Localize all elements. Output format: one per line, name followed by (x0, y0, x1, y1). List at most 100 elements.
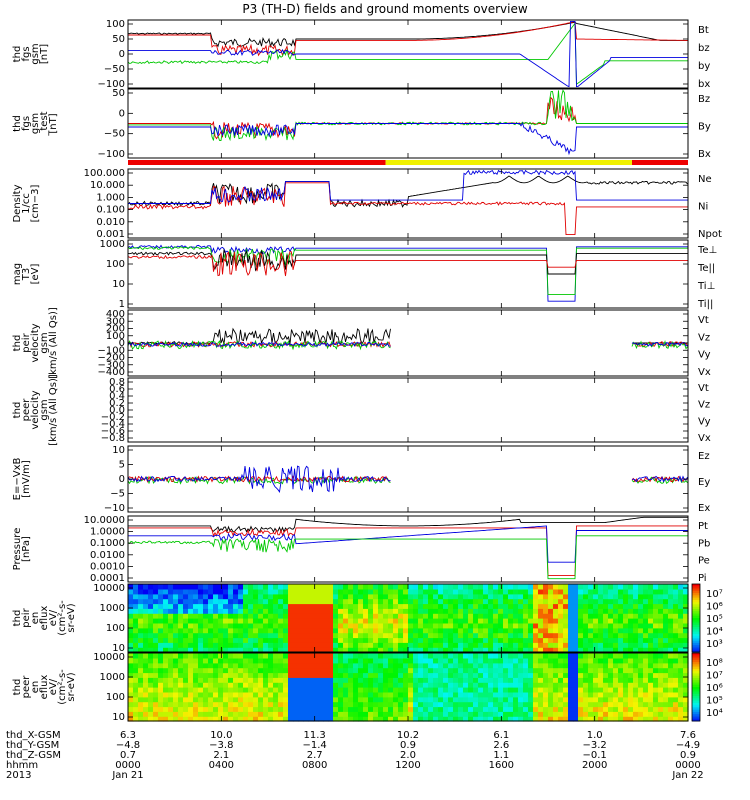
spec-cell (218, 672, 224, 678)
spec-cell (288, 632, 294, 639)
spec-cell (638, 706, 644, 712)
spec-cell (543, 632, 549, 639)
spec-cell (203, 701, 209, 708)
spec-cell (378, 622, 384, 629)
spec-cell (228, 613, 234, 619)
spec-cell (353, 613, 359, 619)
spec-cell (233, 622, 239, 629)
spec-cell (388, 598, 394, 605)
spec-cell (428, 613, 434, 619)
spec-cell (288, 637, 294, 643)
spec-cell (528, 716, 534, 722)
spec-cell (463, 603, 469, 609)
spec-cell (458, 618, 464, 624)
spec-cell (633, 696, 639, 703)
legend-label: Vx (698, 367, 711, 378)
spec-cell (603, 598, 609, 605)
spec-cell (393, 618, 399, 624)
spec-cell (128, 657, 134, 664)
y-axis-label: gsm (39, 332, 50, 353)
spec-cell (233, 593, 239, 600)
spec-cell (203, 716, 209, 722)
spec-cell (643, 593, 649, 600)
colorbar-cell (692, 586, 700, 590)
spec-cell (238, 701, 244, 708)
spec-cell (553, 672, 559, 678)
spec-cell (608, 593, 614, 600)
spec-cell (438, 691, 444, 698)
spec-cell (623, 711, 629, 717)
spec-cell (358, 653, 364, 659)
spec-cell (478, 667, 484, 674)
spec-cell (323, 687, 329, 693)
spec-cell (543, 627, 549, 634)
spec-cell (188, 682, 194, 688)
spec-cell (598, 622, 604, 629)
spec-cell (538, 667, 544, 674)
spec-cell (428, 593, 434, 600)
spec-cell (313, 711, 319, 717)
spec-cell (478, 682, 484, 688)
spec-cell (363, 608, 369, 614)
spec-cell (558, 613, 564, 619)
spec-cell (538, 682, 544, 688)
spec-cell (673, 598, 679, 605)
spec-cell (423, 647, 429, 653)
spec-cell (303, 608, 309, 614)
spec-cell (428, 662, 434, 669)
spec-cell (428, 622, 434, 629)
spec-cell (473, 653, 479, 659)
spec-cell (378, 682, 384, 688)
spec-cell (333, 696, 339, 703)
spec-cell (428, 716, 434, 722)
spec-cell (453, 627, 459, 634)
spec-cell (328, 672, 334, 678)
spec-cell (233, 706, 239, 712)
spec-cell (508, 711, 514, 717)
spec-cell (228, 618, 234, 624)
spec-cell (193, 627, 199, 634)
spec-cell (273, 618, 279, 624)
spec-cell (323, 613, 329, 619)
spec-cell (303, 647, 309, 653)
spec-cell (533, 672, 539, 678)
spec-cell (648, 657, 654, 664)
spec-cell (513, 672, 519, 678)
spec-cell (668, 677, 674, 683)
spec-cell (668, 687, 674, 693)
spec-cell (433, 706, 439, 712)
spec-cell (378, 653, 384, 659)
spec-cell (428, 657, 434, 664)
spec-cell (293, 657, 299, 664)
spec-cell (523, 716, 529, 722)
spec-cell (433, 632, 439, 639)
spec-cell (128, 667, 134, 674)
spec-cell (238, 677, 244, 683)
spec-cell (213, 584, 219, 590)
spec-cell (313, 691, 319, 698)
spec-cell (533, 618, 539, 624)
spec-cell (268, 716, 274, 722)
legend-label: Pt (698, 521, 708, 532)
spec-cell (248, 588, 254, 595)
spec-cell (388, 618, 394, 624)
spec-cell (488, 662, 494, 669)
spec-cell (523, 672, 529, 678)
spec-cell (468, 672, 474, 678)
spec-cell (483, 627, 489, 634)
spec-cell (338, 642, 344, 648)
y-axis-label: peir (21, 332, 32, 352)
spec-cell (238, 613, 244, 619)
spec-cell (183, 701, 189, 708)
spec-cell (463, 687, 469, 693)
spec-cell (583, 653, 589, 659)
spec-cell (583, 598, 589, 605)
spec-cell (683, 593, 689, 600)
ephemeris-value: 2.1 (213, 750, 229, 761)
spec-cell (318, 603, 324, 609)
spec-cell (153, 618, 159, 624)
spec-cell (623, 627, 629, 634)
spec-cell (643, 662, 649, 669)
spec-cell (603, 642, 609, 648)
spec-cell (573, 657, 579, 664)
